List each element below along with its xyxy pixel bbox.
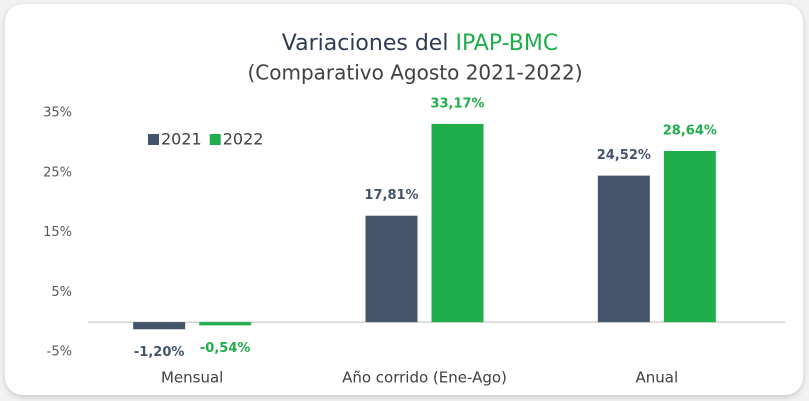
legend-swatch bbox=[148, 134, 159, 145]
value-label: -0,54% bbox=[200, 341, 251, 356]
title-highlight: IPAP-BMC bbox=[455, 31, 558, 56]
y-tick-label: 5% bbox=[51, 285, 72, 300]
value-label: 33,17% bbox=[430, 96, 484, 111]
y-tick-label: 15% bbox=[43, 225, 72, 240]
x-tick-label: Mensual bbox=[161, 369, 223, 387]
y-tick-label: 25% bbox=[43, 165, 72, 180]
x-tick-label: Año corrido (Ene-Ago) bbox=[342, 369, 507, 387]
bar bbox=[133, 322, 186, 330]
bar bbox=[597, 175, 650, 323]
value-label: 28,64% bbox=[663, 124, 717, 139]
legend-label: 2021 bbox=[161, 130, 202, 149]
bar bbox=[365, 215, 418, 323]
title-part: Variaciones del bbox=[282, 31, 449, 56]
bar bbox=[431, 123, 484, 323]
value-label: -1,20% bbox=[134, 345, 185, 360]
value-label: 24,52% bbox=[597, 148, 651, 163]
chart-title: Variaciones del IPAP-BMC bbox=[282, 31, 558, 56]
y-tick-label: -5% bbox=[47, 345, 72, 360]
legend-swatch bbox=[209, 134, 221, 145]
bar bbox=[663, 151, 716, 323]
y-tick-label: 35% bbox=[43, 106, 72, 121]
legend-label: 2022 bbox=[223, 130, 264, 149]
chart-subtitle: (Comparativo Agosto 2021-2022) bbox=[247, 61, 582, 85]
value-label: 17,81% bbox=[364, 188, 418, 203]
bar bbox=[199, 322, 252, 326]
x-tick-label: Anual bbox=[636, 369, 679, 387]
